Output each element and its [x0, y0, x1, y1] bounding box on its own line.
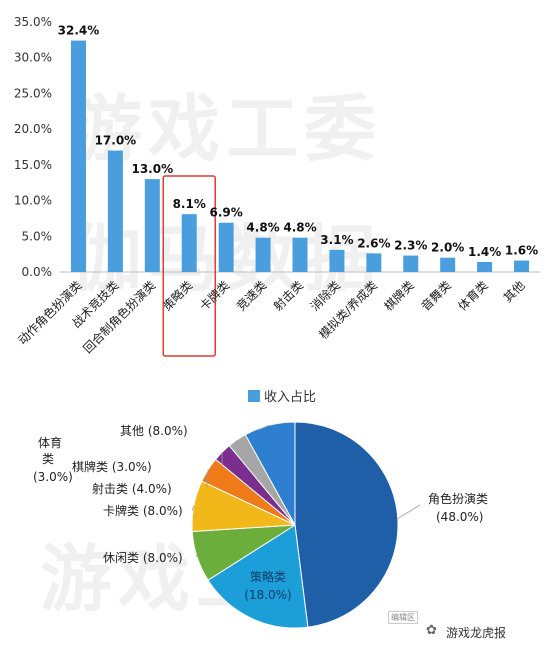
data-label: 17.0% — [95, 134, 137, 148]
y-tick-label: 35.0% — [14, 15, 52, 29]
y-tick-label: 15.0% — [14, 158, 52, 172]
bar-legend: 收入占比 — [248, 386, 316, 405]
bar — [255, 237, 271, 272]
slice-pct: (3.0%) — [33, 470, 73, 484]
data-label: 8.1% — [173, 197, 206, 211]
slice-label: 卡牌类 (8.0%) — [103, 504, 183, 518]
pie-slice — [207, 524, 309, 629]
bar — [514, 260, 530, 272]
bar — [477, 262, 493, 272]
data-label: 6.9% — [210, 206, 243, 220]
leader-line — [397, 504, 421, 519]
category-label: 射击类 — [270, 278, 306, 314]
y-tick-label: 20.0% — [14, 122, 52, 136]
data-label: 2.0% — [431, 241, 464, 255]
bar — [70, 40, 86, 273]
leader-line — [206, 469, 209, 488]
slice-label: 其他 (8.0%) — [120, 424, 188, 438]
leader-line — [257, 424, 270, 431]
slice-label: 体育 — [38, 435, 62, 450]
category-label: 动作角色扮演类 — [15, 278, 85, 348]
y-tick-label: 30.0% — [14, 51, 52, 65]
y-tick-label: 0.0% — [22, 265, 53, 279]
slice-label: 类 — [42, 452, 54, 466]
data-label: 2.6% — [357, 236, 390, 250]
bar — [440, 257, 456, 272]
category-label: 竞速类 — [234, 278, 269, 313]
legend-swatch — [248, 389, 260, 402]
bar — [218, 222, 234, 272]
slice-label: 角色扮演类 — [428, 491, 488, 506]
data-label: 1.6% — [505, 244, 538, 258]
bar — [144, 179, 160, 272]
category-label: 其他 — [501, 278, 528, 305]
slice-label: 棋牌类 (3.0%) — [72, 460, 152, 474]
pie-chart: 角色扮演类 (48.0%) 策略类 (18.0%) 休闲类 (8.0%) 卡牌类 (8.0… — [33, 421, 488, 629]
bar-chart: 0.0% 5.0% 10.0% 15.0% 20.0% 25.0% 30.0% 35.0% 32… — [14, 15, 540, 357]
data-label: 1.4% — [468, 245, 501, 259]
credit-text: 游戏龙虎报 — [446, 626, 507, 640]
bar — [292, 237, 308, 272]
category-label: 音舞类 — [418, 278, 454, 314]
y-tick-label: 5.0% — [22, 229, 53, 243]
leader-line — [235, 439, 238, 446]
legend-label: 收入占比 — [264, 390, 317, 405]
credit-small-tag: 编辑区 — [388, 611, 418, 624]
bar — [107, 150, 123, 272]
slice-pct: (18.0%) — [244, 588, 291, 602]
category-label: 消除类 — [307, 278, 343, 314]
leader-line — [195, 554, 198, 558]
leader-line — [191, 505, 195, 512]
pie-slice — [294, 421, 399, 628]
category-label: 策略类 — [159, 278, 195, 314]
data-label: 32.4% — [58, 24, 100, 38]
y-tick-label: 10.0% — [14, 194, 52, 208]
bar — [366, 253, 382, 272]
y-tick-label: 25.0% — [14, 86, 52, 100]
data-label: 4.8% — [283, 221, 316, 235]
data-label: 13.0% — [131, 162, 173, 176]
data-label: 2.3% — [394, 239, 427, 253]
bar — [403, 255, 419, 272]
category-label: 体育类 — [455, 278, 491, 314]
highlight-box — [162, 175, 216, 357]
slice-label: 休闲类 (8.0%) — [103, 551, 183, 565]
bar — [329, 249, 345, 272]
slice-label: 策略类 — [250, 569, 286, 584]
category-label: 棋牌类 — [382, 278, 417, 313]
slice-label: 射击类 (4.0%) — [92, 481, 172, 496]
data-label: 3.1% — [320, 233, 353, 247]
wechat-icon: ✿ — [426, 623, 437, 638]
data-label: 4.8% — [246, 221, 279, 235]
slice-pct: (48.0%) — [436, 510, 483, 524]
bar — [181, 214, 197, 272]
